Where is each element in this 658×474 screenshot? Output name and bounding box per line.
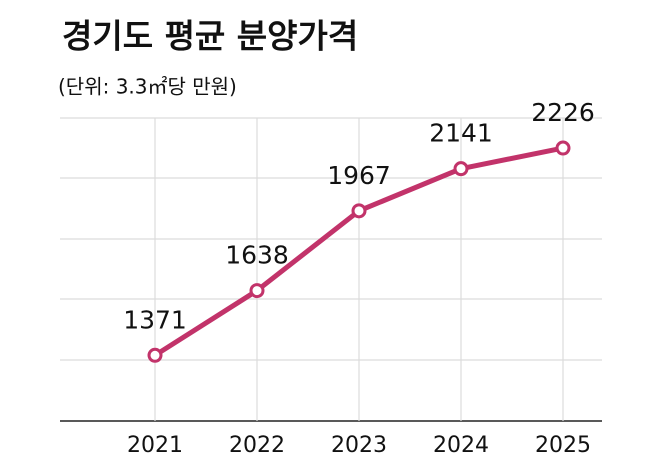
data-label: 1638 <box>225 241 289 270</box>
data-label: 1967 <box>327 161 391 190</box>
x-tick-label: 2023 <box>331 433 387 458</box>
point <box>147 347 163 363</box>
x-tick-label: 2022 <box>229 433 285 458</box>
data-label: 2226 <box>531 98 595 127</box>
data-label: 1371 <box>123 305 187 334</box>
point <box>555 140 571 156</box>
point <box>249 283 265 299</box>
chart-title: 경기도 평균 분양가격 <box>62 17 358 56</box>
chart-subtitle: (단위: 3.3㎡당 만원) <box>58 75 237 99</box>
point <box>351 203 367 219</box>
x-tick-label: 2021 <box>127 433 183 458</box>
x-tick-label: 2025 <box>535 433 591 458</box>
data-label: 2141 <box>429 119 493 148</box>
x-tick-label: 2024 <box>433 433 489 458</box>
point <box>453 161 469 177</box>
